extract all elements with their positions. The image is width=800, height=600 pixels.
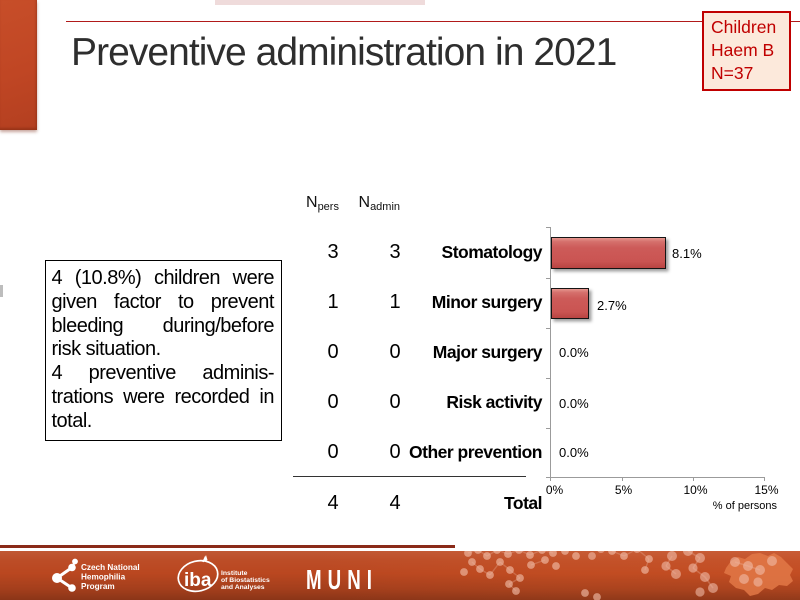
svg-text:Hemophilia: Hemophilia <box>81 573 126 582</box>
svg-text:and Analyses: and Analyses <box>221 584 265 591</box>
svg-text:Czech National: Czech National <box>81 563 140 572</box>
svg-text:Program: Program <box>81 582 115 591</box>
svg-text:iba: iba <box>184 570 212 591</box>
svg-text:Institute: Institute <box>221 570 248 577</box>
svg-text:MUNI: MUNI <box>306 564 378 595</box>
svg-text:of Biostatistics: of Biostatistics <box>221 577 270 584</box>
